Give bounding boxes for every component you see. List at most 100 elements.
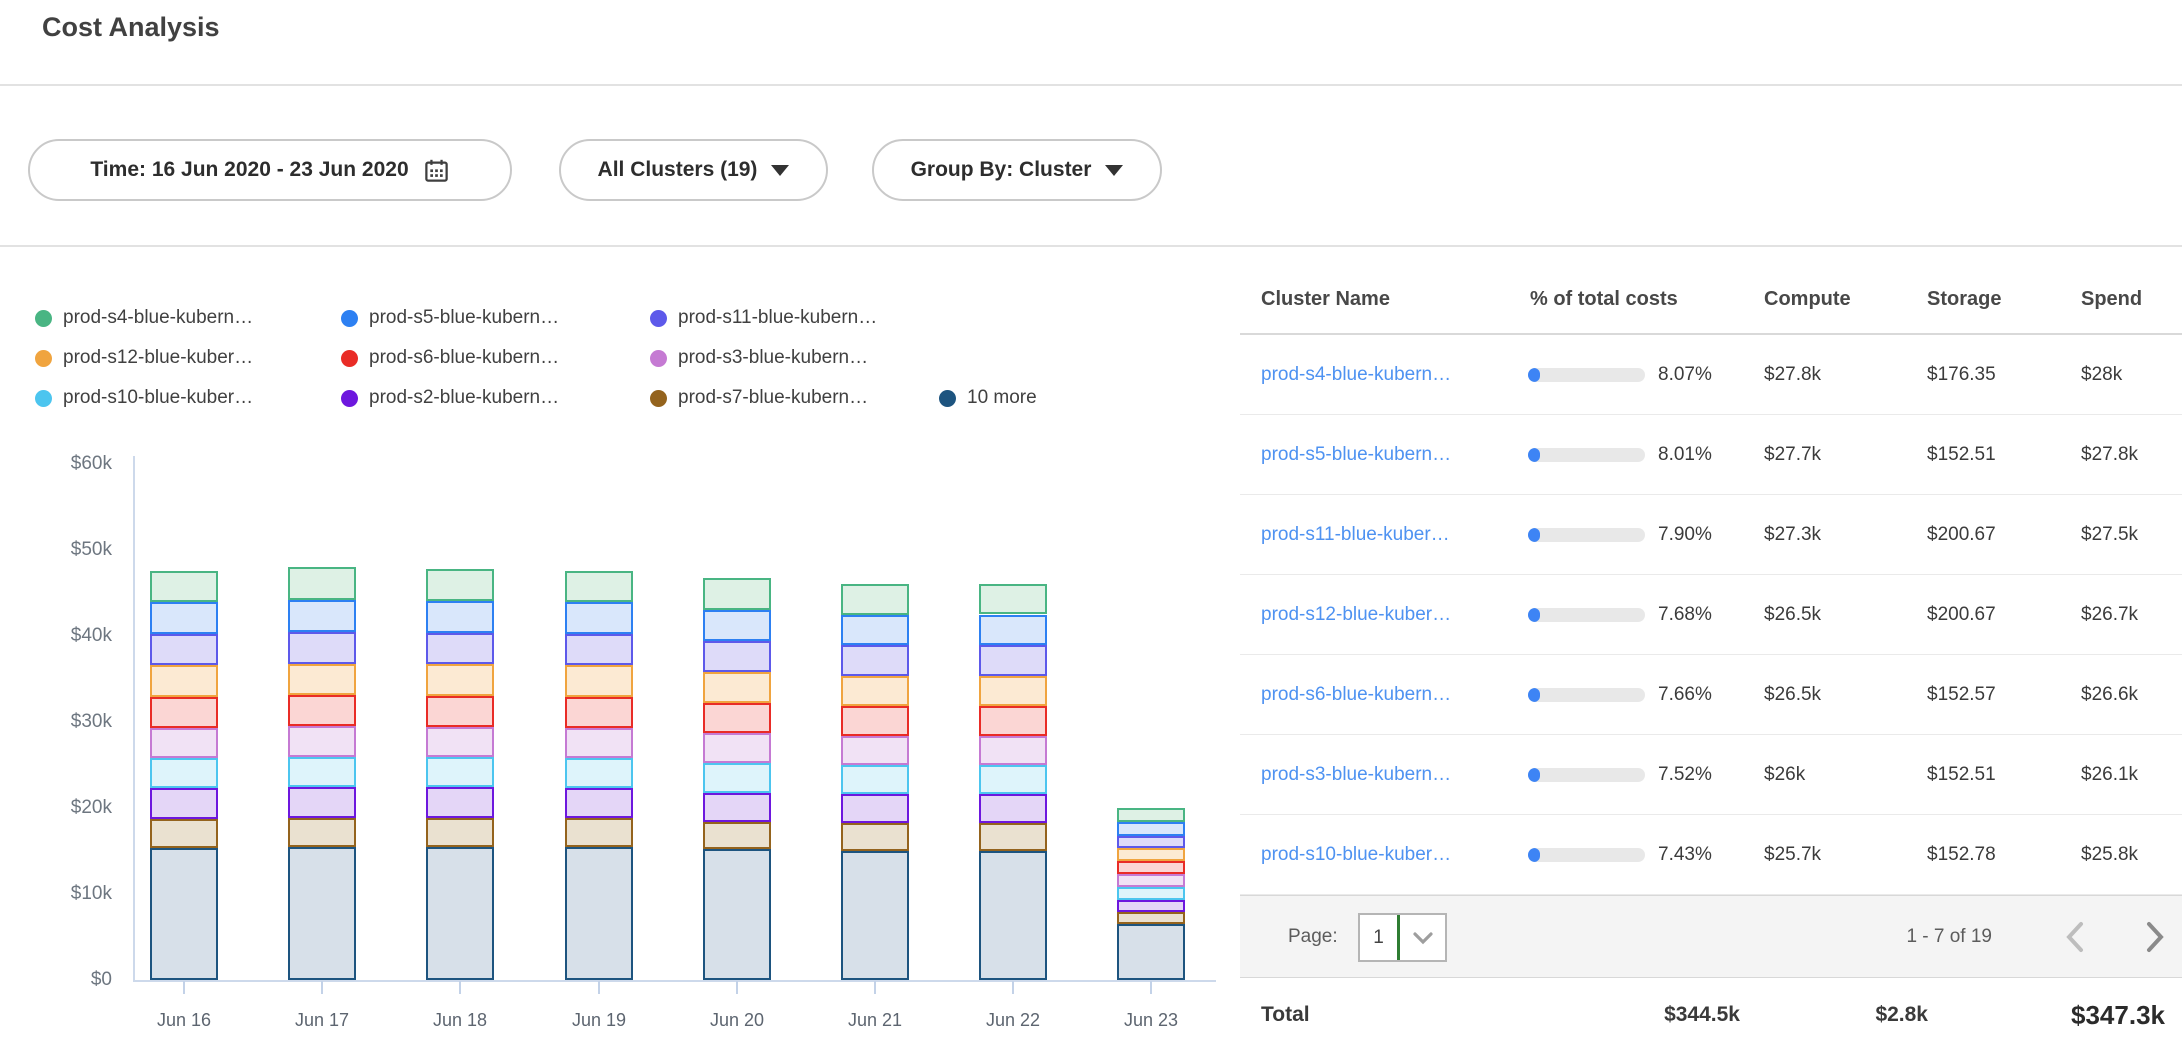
bar-segment[interactable]	[565, 602, 633, 635]
bar-segment[interactable]	[426, 846, 494, 980]
bar-segment[interactable]	[979, 794, 1047, 824]
legend-item[interactable]: prod-s11-blue-kubern…	[650, 298, 877, 338]
page-select[interactable]: 1	[1358, 913, 1447, 962]
legend-item[interactable]: prod-s2-blue-kubern…	[341, 378, 559, 418]
bar-segment[interactable]	[1117, 924, 1185, 980]
bar-segment[interactable]	[979, 765, 1047, 795]
cluster-link[interactable]: prod-s3-blue-kubern…	[1261, 764, 1452, 785]
bar-segment[interactable]	[288, 818, 356, 847]
bar-segment[interactable]	[565, 846, 633, 980]
bar-segment[interactable]	[426, 600, 494, 633]
col-header-spend[interactable]: Spend	[2081, 288, 2143, 310]
bar-segment[interactable]	[703, 641, 771, 673]
bar-segment[interactable]	[841, 851, 909, 980]
legend-item[interactable]: prod-s7-blue-kubern…	[650, 378, 868, 418]
bar-segment[interactable]	[703, 763, 771, 793]
bar-segment[interactable]	[565, 758, 633, 789]
bar-segment[interactable]	[288, 787, 356, 819]
bar-segment[interactable]	[703, 849, 771, 980]
bar-segment[interactable]	[703, 578, 771, 611]
bar-segment[interactable]	[703, 821, 771, 850]
bar-segment[interactable]	[426, 727, 494, 758]
bar-segment[interactable]	[426, 757, 494, 788]
bar-segment[interactable]	[150, 758, 218, 789]
bar-segment[interactable]	[841, 823, 909, 851]
bar-segment[interactable]	[150, 634, 218, 666]
bar-segment[interactable]	[841, 735, 909, 765]
bar-segment[interactable]	[426, 818, 494, 847]
cluster-link[interactable]: prod-s11-blue-kuber…	[1261, 524, 1450, 545]
cluster-link[interactable]: prod-s12-blue-kuber…	[1261, 604, 1452, 625]
bar-segment[interactable]	[565, 697, 633, 728]
bar-segment[interactable]	[703, 703, 771, 734]
bar-segment[interactable]	[565, 665, 633, 698]
cluster-link[interactable]: prod-s5-blue-kubern…	[1261, 444, 1452, 465]
bar-segment[interactable]	[288, 663, 356, 696]
bar-segment[interactable]	[288, 631, 356, 664]
legend-item[interactable]: prod-s4-blue-kubern…	[35, 298, 253, 338]
bar-segment[interactable]	[1117, 912, 1185, 925]
clusters-filter-dropdown[interactable]: All Clusters (19)	[559, 139, 828, 201]
bar-segment[interactable]	[1117, 874, 1185, 888]
legend-item[interactable]: prod-s5-blue-kubern…	[341, 298, 559, 338]
bar-segment[interactable]	[979, 823, 1047, 851]
bar-segment[interactable]	[288, 726, 356, 758]
col-header-compute[interactable]: Compute	[1764, 288, 1851, 310]
bar-segment[interactable]	[1117, 808, 1185, 822]
bar-segment[interactable]	[979, 675, 1047, 706]
bar-segment[interactable]	[150, 847, 218, 980]
bar-segment[interactable]	[841, 794, 909, 824]
group-by-dropdown[interactable]: Group By: Cluster	[872, 139, 1162, 201]
bar-segment[interactable]	[979, 614, 1047, 646]
bar-segment[interactable]	[841, 615, 909, 646]
legend-item[interactable]: prod-s6-blue-kubern…	[341, 338, 559, 378]
bar-segment[interactable]	[150, 602, 218, 635]
col-header-storage[interactable]: Storage	[1927, 288, 2002, 310]
bar-segment[interactable]	[1117, 848, 1185, 862]
bar-segment[interactable]	[288, 846, 356, 980]
legend-item[interactable]: prod-s3-blue-kubern…	[650, 338, 868, 378]
next-page-chevron-icon[interactable]	[2135, 896, 2175, 977]
bar-segment[interactable]	[841, 675, 909, 706]
legend-item[interactable]: 10 more	[939, 378, 1037, 418]
time-range-filter[interactable]: Time: 16 Jun 2020 - 23 Jun 2020	[28, 139, 512, 201]
bar-segment[interactable]	[150, 728, 218, 759]
bar-segment[interactable]	[703, 610, 771, 642]
bar-segment[interactable]	[150, 697, 218, 728]
legend-item[interactable]: prod-s10-blue-kuber…	[35, 378, 253, 418]
cluster-link[interactable]: prod-s10-blue-kuber…	[1261, 844, 1452, 865]
bar-segment[interactable]	[288, 599, 356, 632]
bar-segment[interactable]	[150, 665, 218, 698]
bar-segment[interactable]	[841, 705, 909, 736]
bar-segment[interactable]	[979, 705, 1047, 736]
bar-segment[interactable]	[565, 570, 633, 603]
bar-segment[interactable]	[150, 819, 218, 848]
bar-segment[interactable]	[565, 634, 633, 666]
bar-segment[interactable]	[979, 583, 1047, 615]
bar-segment[interactable]	[565, 728, 633, 759]
bar-segment[interactable]	[150, 788, 218, 820]
bar-segment[interactable]	[426, 568, 494, 601]
bar-segment[interactable]	[703, 792, 771, 822]
bar-segment[interactable]	[1117, 821, 1185, 836]
cluster-link[interactable]: prod-s4-blue-kubern…	[1261, 364, 1452, 385]
prev-page-chevron-icon[interactable]	[2055, 896, 2095, 977]
bar-segment[interactable]	[150, 570, 218, 603]
bar-segment[interactable]	[979, 851, 1047, 980]
bar-segment[interactable]	[426, 787, 494, 819]
bar-segment[interactable]	[426, 664, 494, 697]
bar-segment[interactable]	[841, 584, 909, 616]
bar-segment[interactable]	[1117, 835, 1185, 849]
bar-segment[interactable]	[426, 632, 494, 665]
cluster-link[interactable]: prod-s6-blue-kubern…	[1261, 684, 1452, 705]
bar-segment[interactable]	[703, 672, 771, 704]
bar-segment[interactable]	[979, 645, 1047, 676]
legend-item[interactable]: prod-s12-blue-kuber…	[35, 338, 253, 378]
bar-segment[interactable]	[1117, 887, 1185, 900]
bar-segment[interactable]	[979, 735, 1047, 765]
bar-segment[interactable]	[565, 788, 633, 819]
bar-segment[interactable]	[703, 733, 771, 764]
bar-segment[interactable]	[288, 695, 356, 727]
bar-segment[interactable]	[841, 645, 909, 676]
bar-segment[interactable]	[1117, 900, 1185, 913]
